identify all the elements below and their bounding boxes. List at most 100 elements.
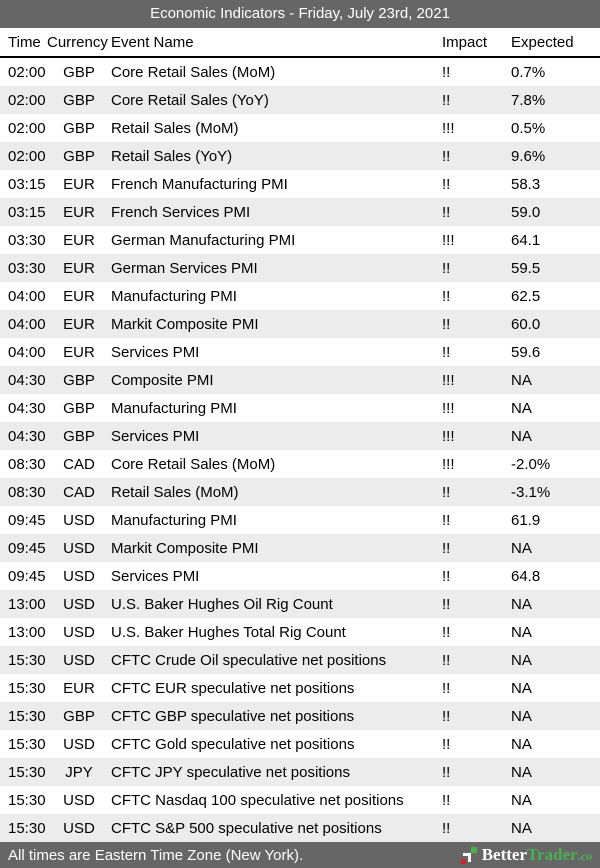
cell-event: U.S. Baker Hughes Total Rig Count (111, 623, 346, 641)
cell-time: 13:00 (8, 623, 46, 641)
cell-time: 04:00 (8, 315, 46, 333)
cell-impact: !! (442, 343, 451, 361)
cell-expected: NA (511, 707, 532, 725)
cell-expected: NA (511, 371, 532, 389)
cell-currency: GBP (63, 371, 95, 389)
cell-time: 04:00 (8, 343, 46, 361)
table-row: 03:15 EUR French Services PMI!! 59.0 (0, 198, 600, 226)
table-row: 08:30 CAD Retail Sales (MoM)!! -3.1% (0, 478, 600, 506)
brand-name-trader: Trader (527, 844, 578, 864)
table-row: 13:00 USD U.S. Baker Hughes Total Rig Coun… (0, 618, 600, 646)
cell-event: Services PMI (111, 343, 200, 361)
cell-event: French Manufacturing PMI (111, 175, 288, 193)
cell-impact: !! (442, 91, 451, 109)
table-row: 15:30 USD CFTC Crude Oil speculative net p… (0, 646, 600, 674)
cell-time: 15:30 (8, 819, 46, 837)
cell-time: 09:45 (8, 539, 46, 557)
cell-expected: NA (511, 539, 532, 557)
cell-time: 02:00 (8, 63, 46, 81)
cell-currency: CAD (63, 455, 95, 473)
cell-event: Retail Sales (MoM) (111, 119, 239, 137)
cell-impact: !! (442, 259, 451, 277)
table-row: 09:45 USD Manufacturing PMI!! 61.9 (0, 506, 600, 534)
cell-expected: NA (511, 651, 532, 669)
cell-time: 15:30 (8, 735, 46, 753)
cell-impact: !! (442, 819, 451, 837)
column-header-event: Event Name (111, 28, 442, 58)
cell-impact: !! (442, 483, 451, 501)
bettertrader-logo: BetterTrader.co (460, 842, 592, 868)
cell-currency: GBP (63, 119, 95, 137)
cell-impact: !!! (442, 455, 455, 473)
cell-expected: NA (511, 623, 532, 641)
cell-currency: EUR (63, 343, 95, 361)
cell-currency: USD (63, 623, 95, 641)
cell-currency: EUR (63, 231, 95, 249)
cell-time: 03:30 (8, 231, 46, 249)
cell-expected: NA (511, 763, 532, 781)
cell-event: U.S. Baker Hughes Oil Rig Count (111, 595, 333, 613)
cell-event: Markit Composite PMI (111, 315, 259, 333)
table-row: 04:00 EUR Markit Composite PMI!! 60.0 (0, 310, 600, 338)
cell-impact: !! (442, 511, 451, 529)
cell-event: Markit Composite PMI (111, 539, 259, 557)
cell-impact: !! (442, 287, 451, 305)
cell-time: 02:00 (8, 91, 46, 109)
cell-event: Core Retail Sales (YoY) (111, 91, 269, 109)
cell-impact: !! (442, 735, 451, 753)
table-row: 03:30 EUR German Manufacturing PMI!!! 64.1 (0, 226, 600, 254)
table-row: 15:30 USD CFTC Nasdaq 100 speculative net … (0, 786, 600, 814)
footer-bar: All times are Eastern Time Zone (New Yor… (0, 842, 600, 868)
cell-expected: 0.5% (511, 119, 546, 137)
cell-currency: USD (63, 735, 95, 753)
cell-time: 03:30 (8, 259, 46, 277)
cell-time: 08:30 (8, 455, 46, 473)
cell-currency: EUR (63, 315, 95, 333)
cell-impact: !! (442, 539, 451, 557)
table-row: 15:30 GBP CFTC GBP speculative net positio… (0, 702, 600, 730)
cell-event: CFTC JPY speculative net positions (111, 763, 350, 781)
cell-impact: !! (442, 595, 451, 613)
cell-time: 15:30 (8, 679, 46, 697)
cell-expected: 59.5 (511, 259, 541, 277)
table-row: 02:00 GBP Retail Sales (YoY)!! 9.6% (0, 142, 600, 170)
cell-impact: !!! (442, 231, 455, 249)
timezone-note: All times are Eastern Time Zone (New Yor… (8, 846, 304, 864)
table-body: 02:00 GBP Core Retail Sales (MoM)!! 0.7% 02:… (0, 57, 600, 842)
brand-name-better: Better (481, 844, 527, 864)
cell-time: 03:15 (8, 203, 46, 221)
cell-expected: -3.1% (511, 483, 551, 501)
cell-expected: 64.1 (511, 231, 541, 249)
cell-currency: EUR (63, 259, 95, 277)
page-title: Economic Indicators - Friday, July 23rd,… (150, 5, 450, 22)
cell-impact: !! (442, 567, 451, 585)
cell-currency: USD (63, 819, 95, 837)
table-row: 04:30 GBP Composite PMI!!! NA (0, 366, 600, 394)
column-header-impact: Impact (442, 28, 511, 58)
table-row: 09:45 USD Services PMI!! 64.8 (0, 562, 600, 590)
cell-impact: !! (442, 63, 451, 81)
cell-expected: 61.9 (511, 511, 541, 529)
cell-event: Services PMI (111, 567, 200, 585)
cell-currency: JPY (65, 763, 93, 781)
cell-impact: !! (442, 791, 451, 809)
cell-impact: !!! (442, 371, 455, 389)
cell-currency: GBP (63, 707, 95, 725)
cell-currency: USD (63, 539, 95, 557)
bettertrader-logo-icon (460, 846, 477, 864)
cell-impact: !!! (442, 399, 455, 417)
table-row: 02:00 GBP Retail Sales (MoM)!!! 0.5% (0, 114, 600, 142)
cell-expected: 9.6% (511, 147, 546, 165)
cell-impact: !! (442, 147, 451, 165)
cell-time: 15:30 (8, 763, 46, 781)
cell-event: CFTC EUR speculative net positions (111, 679, 355, 697)
table-row: 09:45 USD Markit Composite PMI!! NA (0, 534, 600, 562)
table-row: 03:15 EUR French Manufacturing PMI!! 58.3 (0, 170, 600, 198)
cell-expected: 0.7% (511, 63, 546, 81)
cell-expected: 64.8 (511, 567, 541, 585)
brand-tld: .co (577, 848, 592, 863)
header-row: Time Currency Event Name Impact Expected (0, 28, 600, 58)
table-row: 08:30 CAD Core Retail Sales (MoM)!!! -2.0% (0, 450, 600, 478)
cell-expected: NA (511, 427, 532, 445)
